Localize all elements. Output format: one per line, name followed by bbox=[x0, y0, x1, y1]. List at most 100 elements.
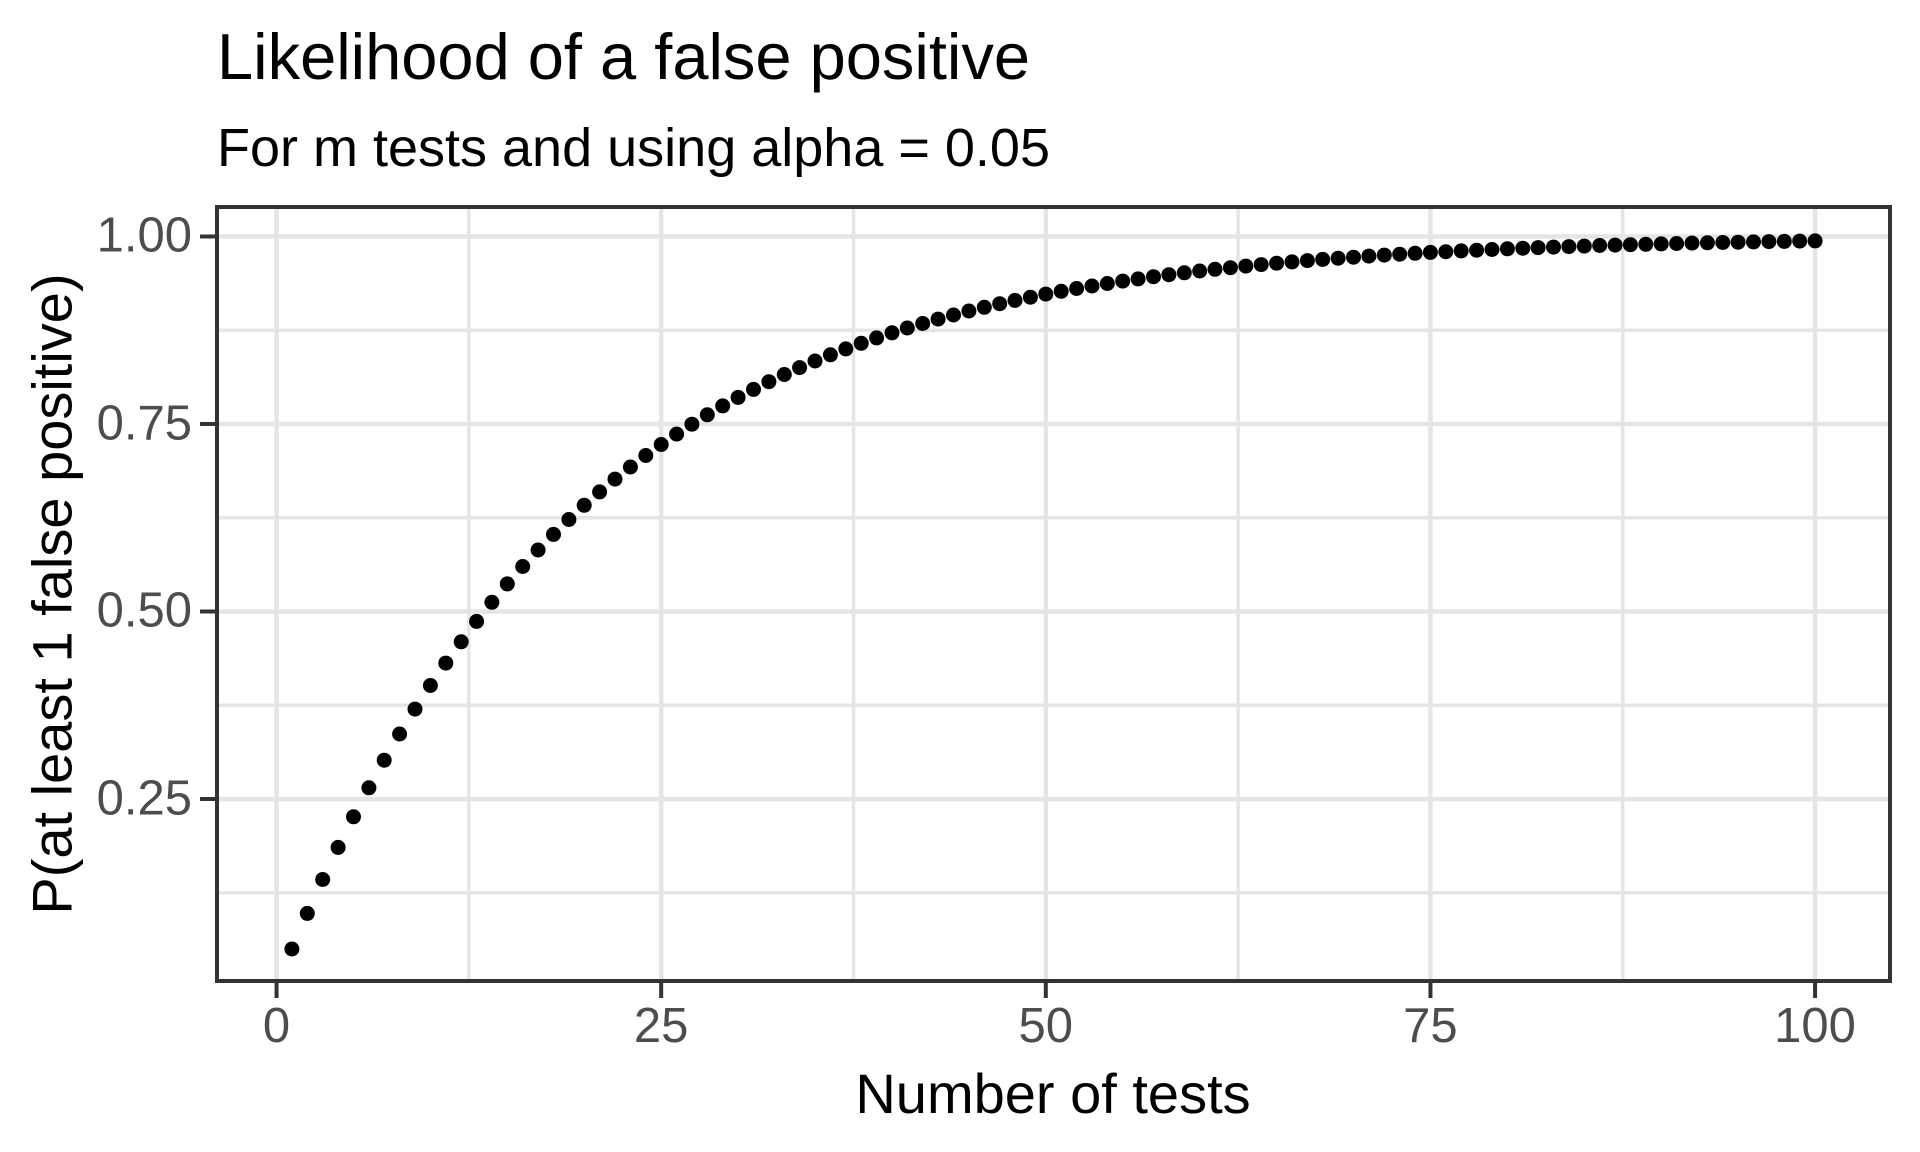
data-point bbox=[1099, 276, 1115, 291]
data-point bbox=[546, 526, 561, 542]
data-point bbox=[1269, 255, 1285, 271]
data-point bbox=[869, 330, 885, 346]
data-point bbox=[469, 613, 485, 629]
data-point bbox=[684, 416, 700, 432]
data-point bbox=[1376, 247, 1392, 263]
data-point bbox=[930, 311, 946, 327]
data-point bbox=[1746, 234, 1761, 250]
data-point bbox=[638, 448, 654, 463]
data-point bbox=[376, 752, 392, 768]
data-point bbox=[1484, 242, 1500, 257]
data-point bbox=[746, 381, 761, 397]
data-point bbox=[361, 780, 377, 796]
y-tick-label: 1.00 bbox=[96, 208, 192, 263]
data-point bbox=[1022, 289, 1038, 305]
plot-subtitle: For m tests and using alpha = 0.05 bbox=[217, 118, 1050, 178]
data-point bbox=[1515, 240, 1531, 256]
data-point bbox=[330, 839, 346, 855]
data-point bbox=[1222, 260, 1238, 276]
data-point bbox=[1053, 283, 1069, 299]
data-point bbox=[899, 320, 915, 336]
data-point bbox=[622, 459, 638, 475]
data-point bbox=[1207, 261, 1223, 277]
data-point bbox=[1576, 238, 1592, 254]
data-point bbox=[853, 335, 869, 351]
data-point bbox=[530, 542, 546, 558]
data-point bbox=[607, 471, 623, 487]
data-point bbox=[884, 325, 900, 341]
data-point bbox=[1730, 234, 1746, 250]
data-point bbox=[1776, 233, 1792, 249]
data-point bbox=[792, 360, 808, 376]
data-point bbox=[992, 296, 1008, 312]
data-point bbox=[407, 701, 423, 717]
data-point bbox=[1038, 286, 1054, 302]
data-point bbox=[561, 512, 577, 527]
data-point bbox=[1176, 265, 1192, 281]
data-point bbox=[961, 303, 977, 319]
y-tick-label: 0.75 bbox=[96, 396, 192, 451]
data-point bbox=[438, 655, 454, 671]
data-point bbox=[1546, 239, 1561, 255]
data-point bbox=[1407, 245, 1423, 261]
data-point bbox=[1761, 234, 1777, 250]
data-point bbox=[807, 353, 823, 369]
data-point bbox=[315, 872, 331, 887]
data-point bbox=[453, 634, 469, 650]
data-point bbox=[1622, 237, 1638, 253]
data-point bbox=[1253, 257, 1269, 273]
x-tick-label: 25 bbox=[633, 999, 689, 1053]
data-point bbox=[1699, 235, 1715, 251]
y-tick-label: 0.50 bbox=[96, 583, 192, 638]
data-point bbox=[1084, 278, 1100, 294]
data-point bbox=[422, 678, 438, 693]
data-point bbox=[1130, 271, 1146, 287]
data-point bbox=[838, 341, 854, 357]
data-point bbox=[299, 905, 315, 921]
data-point bbox=[1346, 249, 1361, 265]
data-point bbox=[1315, 251, 1331, 267]
data-point bbox=[515, 559, 531, 574]
data-point bbox=[976, 299, 992, 315]
y-tick-label: 0.25 bbox=[96, 771, 192, 826]
data-point bbox=[1469, 242, 1485, 258]
data-point bbox=[1561, 239, 1577, 255]
data-point bbox=[1530, 240, 1546, 256]
data-point bbox=[284, 941, 300, 957]
data-point bbox=[699, 407, 715, 423]
data-point bbox=[1499, 241, 1515, 257]
data-point bbox=[715, 398, 731, 414]
data-point bbox=[1792, 233, 1808, 249]
data-point bbox=[1438, 244, 1454, 260]
panel-border bbox=[215, 205, 1892, 983]
data-point bbox=[1607, 237, 1623, 253]
data-point bbox=[1330, 250, 1346, 266]
data-point bbox=[1653, 236, 1669, 252]
data-point bbox=[946, 307, 961, 323]
data-point bbox=[1453, 243, 1469, 259]
data-point bbox=[730, 389, 746, 405]
data-point bbox=[499, 576, 515, 592]
data-point bbox=[1669, 236, 1685, 251]
data-point bbox=[1115, 273, 1131, 289]
data-point bbox=[822, 347, 838, 363]
data-point bbox=[1361, 248, 1377, 264]
data-point bbox=[653, 437, 669, 452]
data-point bbox=[761, 374, 777, 390]
data-point bbox=[1146, 269, 1161, 285]
data-point bbox=[1592, 238, 1608, 253]
x-tick-label: 50 bbox=[1018, 999, 1074, 1053]
data-point bbox=[1392, 246, 1408, 262]
data-point bbox=[1192, 263, 1208, 279]
data-point bbox=[484, 594, 500, 610]
x-tick-label: 100 bbox=[1774, 999, 1856, 1053]
data-point bbox=[1284, 254, 1300, 270]
data-point bbox=[1807, 233, 1823, 249]
x-tick-label: 0 bbox=[262, 999, 291, 1053]
data-point bbox=[776, 367, 792, 382]
plot-title: Likelihood of a false positive bbox=[217, 20, 1031, 93]
data-point bbox=[1638, 236, 1654, 252]
data-point bbox=[392, 726, 408, 742]
data-point bbox=[1299, 253, 1315, 269]
